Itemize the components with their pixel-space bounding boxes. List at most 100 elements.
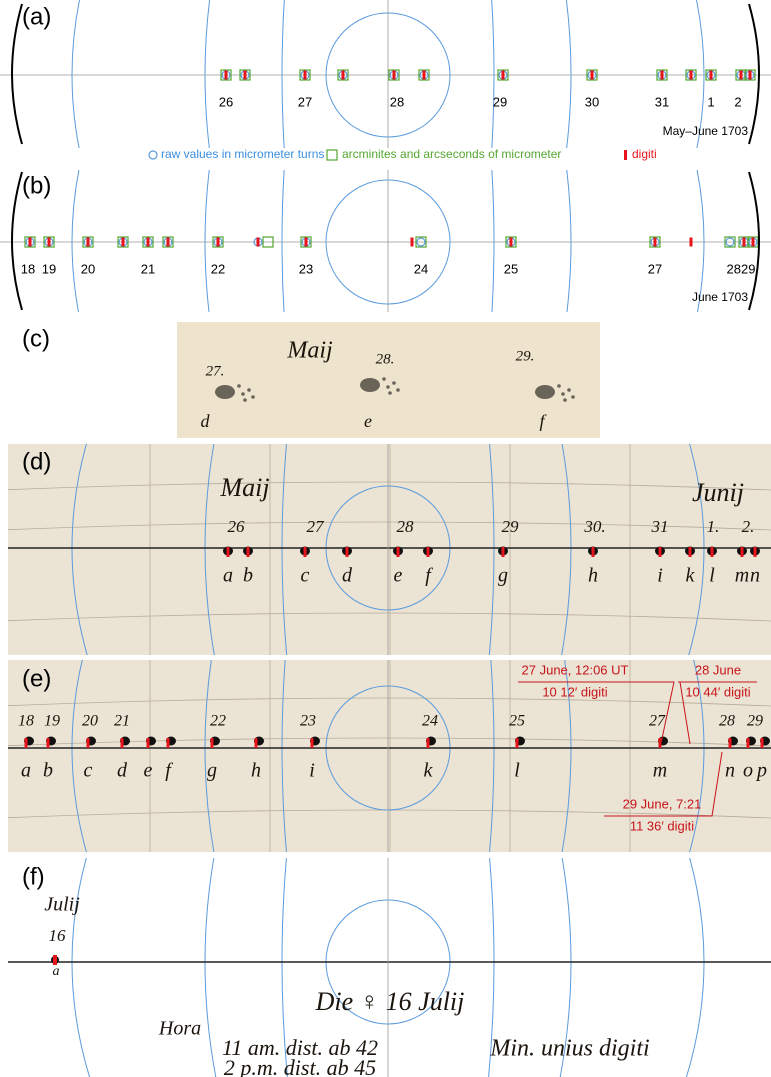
legend-text: arcminites and arcseconds of micrometer [342,147,561,161]
figure: (a)26272829303112May–June 1703raw values… [0,0,771,1077]
marker-digiti [729,738,732,748]
handwriting: 16 [49,926,67,945]
panel-frame [0,822,771,1077]
marker-digiti [167,238,170,247]
sunspot-small [388,391,392,395]
day-label: 27 [648,261,662,276]
handwriting: 31 [651,517,669,536]
handwriting: i [309,760,315,782]
handwriting: Maij [219,473,269,502]
annotation: 10 44′ digiti [685,684,750,699]
sunspot-small [243,398,247,402]
marker-digiti [47,738,50,748]
marker-digiti [147,238,150,247]
day-label: 23 [299,261,313,276]
day-label: 31 [655,94,669,109]
annotation: 10 12′ digiti [542,684,607,699]
marker-digiti [761,738,764,748]
marker-digiti [255,738,258,748]
handwriting: 26 [228,517,246,536]
handwriting: o [743,760,753,782]
handwriting: b [43,760,53,782]
sunspot-small [567,388,571,392]
sunspot-small [382,377,386,381]
marker-digiti [87,738,90,748]
day-label: 19 [42,261,56,276]
panel-label: (d) [22,448,51,475]
sunspot-small [392,381,396,385]
marker-digiti [752,238,755,247]
handwriting: h [251,760,261,782]
handwriting: 23 [300,713,316,730]
marker-digiti [502,547,505,557]
marker-digiti [311,738,314,748]
marker-digiti [659,547,662,557]
handwriting: a [21,760,31,782]
handwriting: 29 [747,713,763,730]
legend-square [327,150,337,160]
handwriting: g [498,565,508,587]
day-label: 28 [390,94,404,109]
handwriting: Die ♀ 16 Julij [315,987,465,1016]
day-label: 2 [734,94,741,109]
sunspot [215,385,235,399]
marker-digiti [225,71,228,80]
marker-digiti [516,738,519,748]
handwriting: m [653,760,667,782]
handwriting: 27. [206,363,225,379]
handwriting: a [53,964,60,979]
marker-digiti [122,238,125,247]
marker-digiti [227,547,230,557]
marker-digiti [304,547,307,557]
handwriting: 29 [502,517,520,536]
marker-digiti [411,238,414,247]
handwriting: d [201,411,211,431]
sunspot-small [237,384,241,388]
bracket [12,4,22,144]
day-label: 27 [298,94,312,109]
handwriting: d [117,760,128,782]
marker-digiti [741,547,744,557]
handwriting: 30. [583,517,605,536]
sunspot-small [386,385,390,389]
marker-digiti [743,238,746,247]
marker-digiti [654,238,657,247]
marker-digiti [749,71,752,80]
sunspot-small [561,392,565,396]
handwriting: 1. [707,517,720,536]
marker-digiti [147,738,150,748]
marker-digiti [48,238,51,247]
sunspot [360,378,380,392]
day-label: 29 [493,94,507,109]
handwriting: 24 [422,713,438,730]
handwriting: i [657,565,663,587]
legend-text: digiti [632,147,657,161]
day-label: 25 [504,261,518,276]
annotation: 28 June [695,662,741,677]
panel-frame [0,408,771,688]
marker-digiti [25,738,28,748]
day-label: 26 [219,94,233,109]
sunspot-small [563,398,567,402]
handwriting: b [243,565,253,587]
marker-digiti [211,738,214,748]
handwriting: 2. [742,517,755,536]
legend-digiti [624,150,627,160]
handwriting: a [223,565,233,587]
handwriting: 27 [649,713,666,730]
marker-digiti [305,238,308,247]
handwriting: 20 [82,713,98,730]
marker-digiti [592,547,595,557]
panel-label: (a) [22,3,51,30]
handwriting: h [588,565,598,587]
sunspot-small [247,388,251,392]
handwriting: g [207,760,217,782]
handwriting: Julij [44,894,80,916]
manuscript-background [0,858,771,1077]
projection-arc [72,0,98,215]
panel-caption: May–June 1703 [663,124,749,138]
sunspot-small [571,395,575,399]
marker-digiti [747,738,750,748]
projection-arc [678,0,704,215]
marker-digiti [346,547,349,557]
